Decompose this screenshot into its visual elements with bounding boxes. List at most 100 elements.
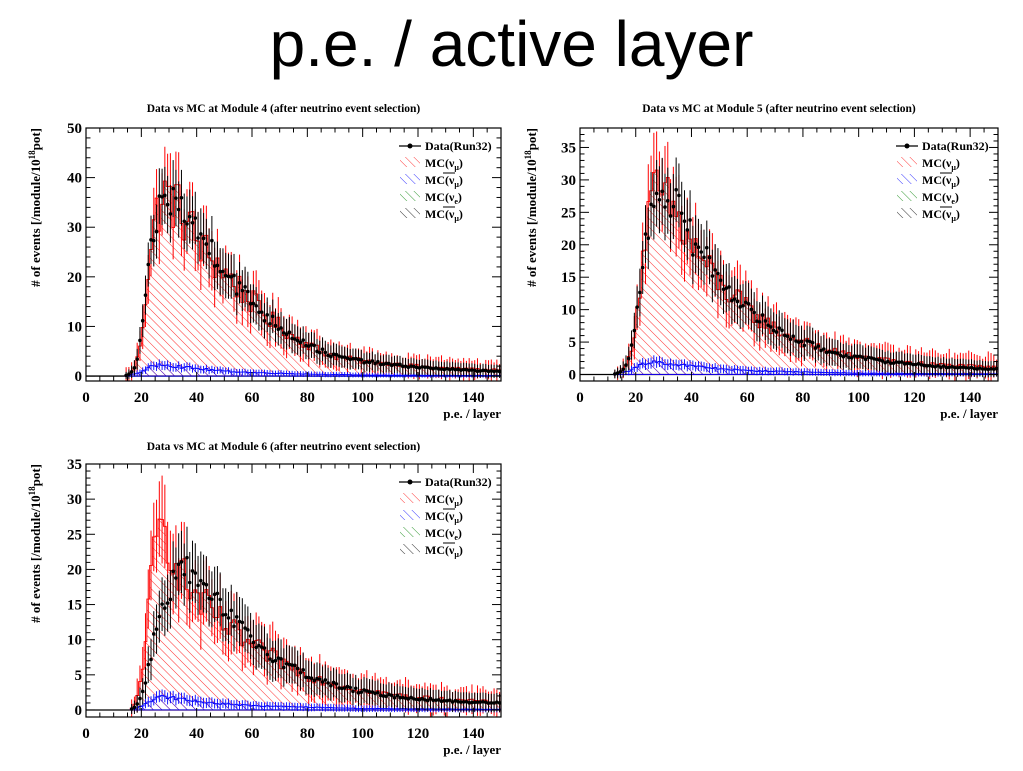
data-point bbox=[844, 353, 848, 358]
data-point bbox=[262, 646, 267, 650]
data-point bbox=[966, 366, 971, 370]
data-point bbox=[210, 597, 214, 602]
data-point bbox=[276, 656, 281, 660]
data-point bbox=[298, 340, 303, 345]
data-point bbox=[129, 370, 134, 374]
data-point bbox=[207, 251, 211, 256]
data-point bbox=[855, 354, 860, 359]
data-point bbox=[492, 369, 496, 374]
data-point bbox=[279, 326, 283, 330]
x-axis-label: p.e. / layer bbox=[940, 406, 998, 421]
data-point bbox=[351, 689, 355, 694]
data-point bbox=[794, 339, 798, 343]
y-tick-label: 5 bbox=[75, 668, 83, 684]
data-point bbox=[232, 273, 236, 278]
data-point bbox=[157, 194, 162, 198]
x-tick-label: 80 bbox=[300, 390, 315, 406]
data-point bbox=[298, 670, 303, 675]
data-point bbox=[301, 338, 305, 342]
data-point bbox=[916, 361, 921, 366]
data-point bbox=[420, 365, 424, 369]
x-axis-label: p.e. / layer bbox=[443, 742, 501, 757]
data-point bbox=[986, 367, 991, 372]
data-point bbox=[810, 340, 815, 345]
x-tick-label: 0 bbox=[82, 390, 90, 406]
data-point bbox=[312, 678, 317, 683]
data-point bbox=[434, 698, 438, 702]
data-point bbox=[204, 582, 209, 587]
data-point bbox=[234, 292, 239, 296]
data-point bbox=[165, 202, 170, 207]
y-tick-label: 0 bbox=[75, 703, 83, 719]
data-point bbox=[467, 700, 471, 705]
data-point bbox=[270, 314, 275, 319]
data-point bbox=[805, 339, 809, 343]
data-point bbox=[221, 269, 225, 274]
data-point bbox=[944, 365, 949, 370]
data-point bbox=[240, 288, 245, 293]
data-point bbox=[359, 690, 364, 695]
data-points bbox=[124, 160, 501, 379]
data-point bbox=[337, 686, 341, 690]
data-point bbox=[497, 369, 501, 374]
data-point bbox=[414, 697, 419, 702]
data-point bbox=[724, 286, 729, 290]
legend-label: MC(νμ) bbox=[425, 156, 463, 172]
data-point bbox=[486, 369, 491, 374]
legend-label: MC(νμ) bbox=[922, 173, 960, 189]
data-point bbox=[936, 364, 940, 368]
data-point bbox=[304, 343, 308, 348]
data-point bbox=[306, 344, 311, 348]
data-point bbox=[696, 245, 701, 250]
data-point bbox=[445, 366, 449, 371]
data-point bbox=[478, 369, 483, 373]
data-point bbox=[668, 214, 673, 218]
legend-label: MC(νμ) bbox=[425, 492, 463, 508]
data-point bbox=[799, 339, 804, 344]
data-point bbox=[425, 365, 430, 370]
data-point bbox=[813, 346, 818, 350]
data-point bbox=[295, 338, 300, 343]
data-point bbox=[293, 337, 297, 341]
x-tick-label: 100 bbox=[847, 390, 870, 406]
data-point bbox=[174, 576, 178, 580]
data-point bbox=[259, 310, 264, 314]
data-point bbox=[282, 331, 286, 335]
data-point bbox=[771, 328, 776, 333]
data-point bbox=[329, 354, 333, 359]
data-point bbox=[143, 293, 148, 297]
data-point bbox=[891, 361, 896, 365]
data-point bbox=[124, 373, 128, 378]
y-tick-label: 35 bbox=[67, 457, 82, 473]
data-point bbox=[243, 285, 247, 289]
x-tick-label: 0 bbox=[576, 390, 584, 406]
data-point bbox=[791, 334, 795, 338]
data-point bbox=[185, 222, 189, 226]
data-point bbox=[143, 681, 148, 685]
data-point bbox=[448, 698, 452, 702]
data-point bbox=[417, 697, 422, 702]
data-point bbox=[193, 216, 198, 220]
data-point bbox=[858, 354, 862, 359]
data-point bbox=[290, 336, 294, 341]
data-point bbox=[149, 237, 153, 242]
data-point bbox=[135, 357, 139, 361]
x-tick-label: 140 bbox=[959, 390, 982, 406]
y-tick-label: 10 bbox=[67, 319, 82, 335]
data-point bbox=[412, 697, 416, 701]
data-point bbox=[969, 365, 974, 370]
data-point bbox=[467, 368, 471, 373]
data-point bbox=[237, 619, 242, 624]
data-point bbox=[176, 207, 181, 212]
legend-numu-swatch bbox=[400, 493, 420, 503]
data-point bbox=[431, 698, 436, 703]
data-point bbox=[439, 367, 444, 371]
data-point bbox=[755, 319, 759, 324]
y-axis-label: # of events [/module/1018pot] bbox=[28, 464, 43, 623]
data-point bbox=[218, 269, 222, 274]
data-point bbox=[613, 372, 617, 376]
data-point bbox=[822, 347, 826, 351]
data-point bbox=[207, 596, 211, 601]
data-point bbox=[287, 330, 292, 334]
legend-label: MC(νe) bbox=[425, 526, 462, 542]
